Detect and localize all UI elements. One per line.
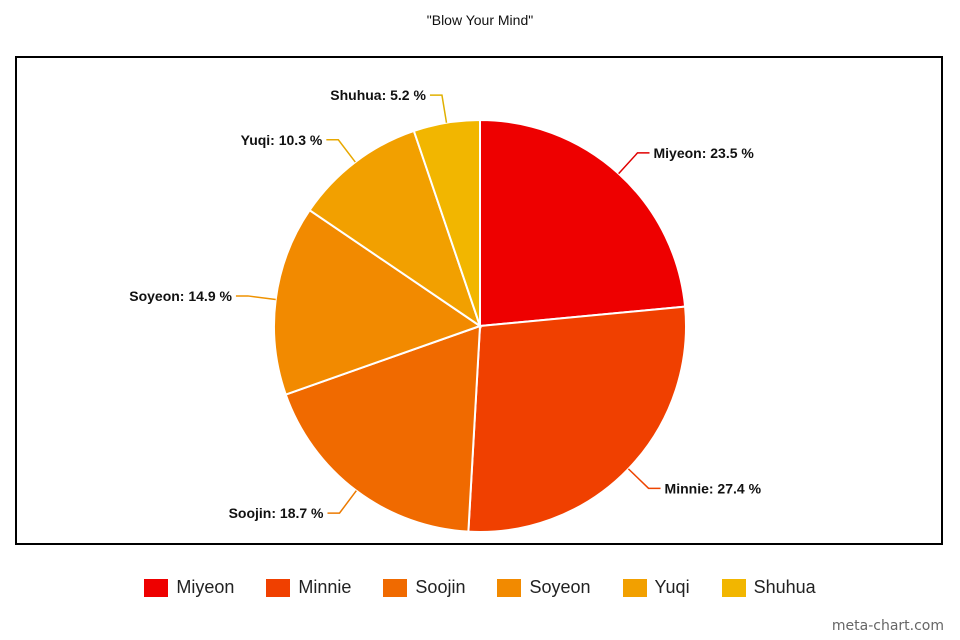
pie-slice-minnie <box>467 305 687 533</box>
slice-label-minnie: Minnie: 27.4 % <box>665 480 762 496</box>
chart-title: "Blow Your Mind" <box>426 12 534 28</box>
legend-swatch <box>497 578 522 597</box>
connector-soojin <box>327 490 357 514</box>
slice-label-soojin: Soojin: 18.7 % <box>229 505 324 521</box>
legend-swatch <box>383 578 408 597</box>
legend-item-miyeon: Miyeon <box>144 577 234 598</box>
legend-label: Minnie <box>298 577 352 597</box>
connector-minnie <box>627 468 661 490</box>
legend-label: Shuhua <box>753 577 816 597</box>
watermark: meta-chart.com <box>831 618 944 634</box>
legend-item-minnie: Minnie <box>266 577 351 598</box>
legend-swatch <box>266 578 291 597</box>
pie-slice-shuhua <box>412 118 481 327</box>
legend-swatch <box>622 578 647 597</box>
connector-yuqi <box>326 139 356 163</box>
legend-swatch <box>144 578 169 597</box>
legend-swatch <box>721 578 746 597</box>
connector-shuhua <box>429 94 448 123</box>
pie-slice-yuqi <box>308 129 482 329</box>
connector-miyeon <box>618 152 650 175</box>
legend-item-soyeon: Soyeon <box>497 577 591 598</box>
legend-label: Soojin <box>415 577 466 597</box>
legend: Miyeon Minnie Soojin Soyeon Yuqi Shuhua <box>0 577 960 598</box>
slice-label-soyeon: Soyeon: 14.9 % <box>129 288 232 304</box>
pie-slice-soyeon <box>273 208 483 396</box>
pie-slice-soojin <box>284 324 482 533</box>
slice-label-yuqi: Yuqi: 10.3 % <box>241 132 323 148</box>
legend-label: Soyeon <box>529 577 591 597</box>
legend-item-shuhua: Shuhua <box>721 577 816 598</box>
legend-label: Yuqi <box>654 577 690 597</box>
slice-label-miyeon: Miyeon: 23.5 % <box>653 145 754 161</box>
legend-item-soojin: Soojin <box>383 577 465 598</box>
connector-soyeon <box>235 295 276 301</box>
legend-item-yuqi: Yuqi <box>622 577 690 598</box>
slice-label-shuhua: Shuhua: 5.2 % <box>330 87 426 103</box>
legend-label: Miyeon <box>176 577 235 597</box>
